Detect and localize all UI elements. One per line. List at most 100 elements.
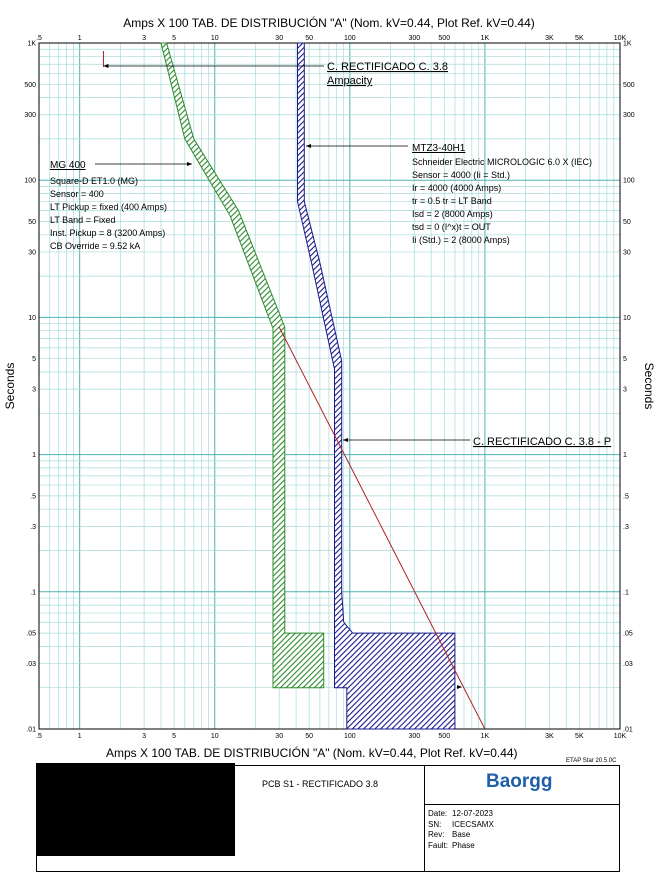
y-tick-label-left: .1 bbox=[30, 589, 36, 596]
y-tick-label-right: 10 bbox=[623, 315, 631, 322]
mtz-setting: Ir = 4000 (4000 Amps) bbox=[412, 183, 501, 193]
mtz-setting: tsd = 0 (I^x)t = OUT bbox=[412, 222, 491, 232]
y-tick-label-right: 1 bbox=[623, 452, 627, 459]
y-tick-label-right: .05 bbox=[623, 631, 633, 638]
y-tick-label-right: 30 bbox=[623, 249, 631, 256]
x-tick-label-bottom: 10 bbox=[211, 733, 219, 740]
y-tick-label-right: 1K bbox=[623, 41, 632, 48]
project-title: PCB S1 - RECTIFICADO 3.8 bbox=[262, 779, 379, 789]
y-tick-label-left: .01 bbox=[26, 727, 36, 734]
x-tick-label-bottom: .5 bbox=[36, 733, 42, 740]
etap-version: ETAP Star 20.5.0C bbox=[566, 758, 617, 764]
x-tick-label-bottom: 30 bbox=[275, 733, 283, 740]
x-tick-label-top: 5 bbox=[172, 35, 176, 42]
x-tick-label-top: 50 bbox=[305, 35, 313, 42]
y-tick-label-left: .03 bbox=[26, 661, 36, 668]
tcc-chart: .5 .5 1 1 3 3 5 5 10 10 30 30 50 50 100 100 300 300 500 500… bbox=[3, 15, 656, 740]
mtz-title: MTZ3-40H1 bbox=[412, 143, 466, 154]
plot-frame bbox=[38, 42, 621, 730]
x-tick-label-top: 100 bbox=[344, 35, 356, 42]
y-tick-label-right: .5 bbox=[623, 493, 629, 500]
x-tick-label-top: 300 bbox=[408, 35, 420, 42]
y-tick-label-right: .03 bbox=[623, 661, 633, 668]
redacted-block bbox=[36, 763, 235, 856]
mg400-setting: Inst. Pickup = 8 (3200 Amps) bbox=[50, 228, 165, 238]
mtz3-40h1-curve bbox=[297, 42, 456, 730]
y-tick-label-left: .05 bbox=[26, 631, 36, 638]
mg400-setting: LT Band = Fixed bbox=[50, 215, 115, 225]
x-tick-label-bottom: 500 bbox=[438, 733, 450, 740]
y-axis-label-left: Seconds bbox=[3, 363, 17, 410]
x-tick-label-bottom: 5 bbox=[172, 733, 176, 740]
y-tick-label-left: 50 bbox=[28, 219, 36, 226]
x-tick-label-top: 1K bbox=[481, 35, 490, 42]
y-tick-label-left: .5 bbox=[30, 493, 36, 500]
x-tick-label-bottom: 10K bbox=[614, 733, 627, 740]
mtz-setting: Sensor = 4000 (Ii = Std.) bbox=[412, 170, 510, 180]
x-tick-label-bottom: 5K bbox=[575, 733, 584, 740]
mg400-setting: CB Override = 9.52 kA bbox=[50, 241, 140, 251]
cable-arrow bbox=[343, 438, 348, 442]
mtz-arrow bbox=[306, 144, 311, 148]
y-tick-label-right: 300 bbox=[623, 112, 635, 119]
x-tick-label-top: 10 bbox=[211, 35, 219, 42]
y-tick-label-right: .3 bbox=[623, 524, 629, 531]
mg400-setting: LT Pickup = fixed (400 Amps) bbox=[50, 202, 167, 212]
mg400-curve bbox=[160, 42, 325, 689]
x-tick-label-bottom: 300 bbox=[408, 733, 420, 740]
x-tick-label-bottom: 1 bbox=[78, 733, 82, 740]
x-tick-label-top: 3 bbox=[142, 35, 146, 42]
y-tick-label-left: 30 bbox=[28, 249, 36, 256]
x-tick-label-top: 10K bbox=[614, 35, 627, 42]
x-tick-label-top: .5 bbox=[36, 35, 42, 42]
x-tick-label-top: 500 bbox=[438, 35, 450, 42]
y-tick-label-left: 10 bbox=[28, 315, 36, 322]
x-tick-label-bottom: 100 bbox=[344, 733, 356, 740]
mtz-setting: Schneider Electric MICROLOGIC 6.0 X (IEC… bbox=[412, 157, 592, 167]
y-tick-label-left: 5 bbox=[32, 356, 36, 363]
ampacity-label-1: C. RECTIFICADO C. 3.8 bbox=[327, 61, 448, 73]
info-rev-label: Rev: bbox=[428, 830, 445, 839]
y-axis-label-right: Seconds bbox=[642, 363, 656, 410]
y-tick-label-right: 5 bbox=[623, 356, 627, 363]
y-tick-label-left: 300 bbox=[24, 112, 36, 119]
info-box-divider bbox=[424, 804, 620, 805]
x-tick-label-top: 3K bbox=[545, 35, 554, 42]
y-tick-label-left: 1 bbox=[32, 452, 36, 459]
y-tick-label-left: 1K bbox=[27, 41, 36, 48]
ampacity-arrow bbox=[103, 64, 109, 68]
cable-label: C. RECTIFICADO C. 3.8 - P bbox=[473, 436, 611, 448]
cable-damage-curve bbox=[278, 326, 486, 730]
info-fault-label: Fault: bbox=[428, 841, 449, 850]
y-tick-label-right: 100 bbox=[623, 178, 635, 185]
y-tick-label-left: .3 bbox=[30, 524, 36, 531]
info-rev-value: Base bbox=[452, 830, 471, 839]
x-tick-label-top: 1 bbox=[78, 35, 82, 42]
y-tick-label-left: 3 bbox=[32, 387, 36, 394]
ampacity-label-2: Ampacity bbox=[327, 75, 373, 87]
info-date-label: Date: bbox=[428, 809, 448, 818]
x-tick-label-top: 30 bbox=[275, 35, 283, 42]
x-tick-label-bottom: 3 bbox=[142, 733, 146, 740]
info-date-value: 12-07-2023 bbox=[452, 809, 493, 818]
info-fault-value: Phase bbox=[452, 841, 475, 850]
mtz-setting: Isd = 2 (8000 Amps) bbox=[412, 209, 493, 219]
x-tick-label-bottom: 3K bbox=[545, 733, 554, 740]
y-tick-label-right: 500 bbox=[623, 82, 635, 89]
mtz-setting: Ii (Std.) = 2 (8000 Amps) bbox=[412, 235, 510, 245]
info-box-left-border bbox=[424, 765, 425, 872]
mg400-setting: Sensor = 400 bbox=[50, 189, 104, 199]
y-tick-label-left: 100 bbox=[24, 178, 36, 185]
mtz-setting: tr = 0.5 tr = LT Band bbox=[412, 196, 492, 206]
x-tick-label-bottom: 50 bbox=[305, 733, 313, 740]
y-tick-label-left: 500 bbox=[24, 82, 36, 89]
y-tick-label-right: 50 bbox=[623, 219, 631, 226]
info-sn-value: ICECSAMX bbox=[452, 820, 494, 829]
x-tick-label-top: 5K bbox=[575, 35, 584, 42]
mg400-title: MG 400 bbox=[50, 160, 86, 171]
mg400-arrow bbox=[187, 162, 192, 166]
chart-title: Amps X 100 TAB. DE DISTRIBUCIÓN "A" (Nom… bbox=[123, 15, 535, 30]
y-tick-label-right: 3 bbox=[623, 387, 627, 394]
info-sn-label: SN: bbox=[428, 820, 442, 829]
company-logo: Baorgg bbox=[486, 771, 553, 792]
